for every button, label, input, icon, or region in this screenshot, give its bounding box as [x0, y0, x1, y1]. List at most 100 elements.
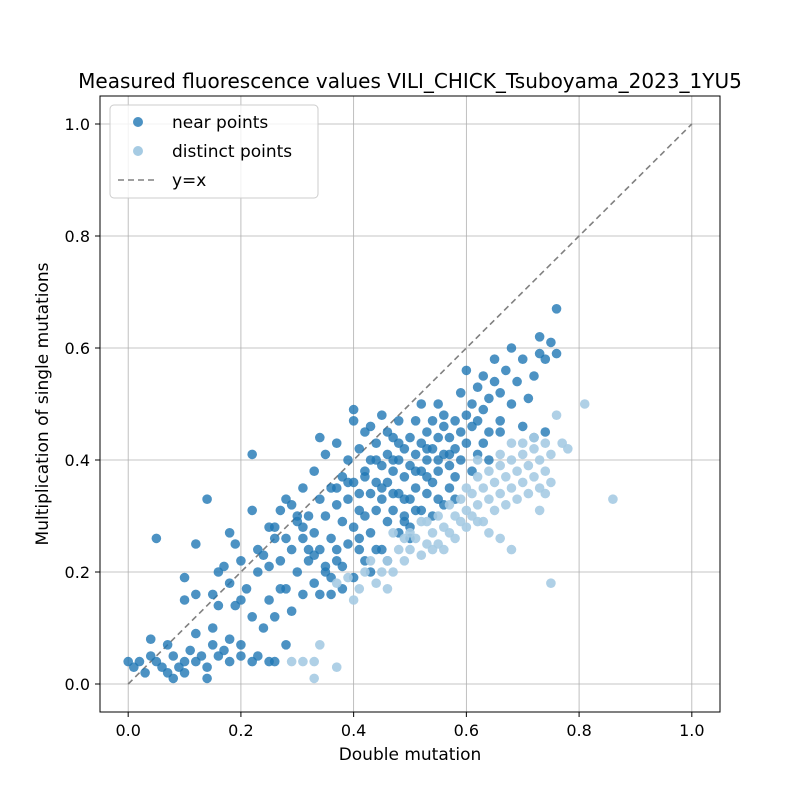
near-point: [472, 416, 483, 426]
distinct-point: [495, 449, 505, 460]
near-point: [422, 444, 432, 454]
distinct-point: [354, 584, 365, 594]
near-point: [264, 595, 274, 605]
near-point: [207, 623, 218, 633]
near-point: [388, 455, 398, 465]
near-point: [343, 477, 353, 488]
distinct-point: [371, 578, 381, 588]
distinct-point: [517, 449, 528, 460]
distinct-point: [399, 556, 410, 566]
near-point: [298, 589, 308, 600]
near-point: [275, 584, 286, 594]
distinct-point: [540, 488, 551, 499]
distinct-point: [455, 494, 466, 505]
reference-line-y-equals-x: [127, 123, 693, 685]
distinct-point: [534, 505, 545, 516]
distinct-point: [478, 483, 489, 493]
distinct-point: [579, 399, 590, 409]
near-point: [489, 354, 500, 365]
near-point: [534, 332, 545, 342]
near-point: [348, 416, 359, 426]
near-point: [140, 668, 150, 678]
near-point: [185, 645, 195, 656]
near-point: [382, 427, 393, 437]
near-point: [529, 371, 539, 381]
near-point: [365, 421, 376, 432]
near-point: [461, 410, 472, 421]
near-point: [247, 612, 257, 622]
distinct-point: [489, 477, 500, 488]
distinct-point: [382, 556, 393, 566]
legend-box: [109, 104, 319, 199]
near-point: [292, 567, 303, 577]
near-point: [506, 399, 517, 409]
near-point: [348, 522, 359, 532]
distinct-point: [517, 438, 528, 449]
distinct-point: [416, 550, 427, 560]
distinct-point: [484, 528, 494, 538]
near-point: [269, 656, 280, 667]
near-point: [393, 438, 404, 449]
near-point: [422, 472, 432, 482]
near-point: [258, 623, 269, 633]
near-point: [422, 427, 432, 437]
near-point: [219, 645, 229, 656]
x-tick-label: 1.0: [679, 721, 704, 740]
legend-label-yx: y=x: [172, 171, 206, 191]
near-point: [253, 544, 263, 555]
near-point: [213, 600, 224, 611]
near-point: [348, 404, 359, 415]
x-tick-label: 0.4: [341, 721, 366, 740]
distinct-point: [506, 438, 517, 449]
distinct-point: [388, 528, 398, 538]
near-point: [196, 651, 207, 661]
near-point: [315, 432, 325, 443]
near-point: [320, 449, 331, 460]
near-point: [416, 399, 427, 409]
near-point: [365, 528, 376, 538]
distinct-point: [309, 673, 319, 684]
distinct-point: [427, 528, 438, 538]
near-point: [354, 444, 365, 454]
x-tick-label: 0.8: [566, 721, 591, 740]
distinct-point: [298, 656, 308, 667]
near-point: [433, 432, 443, 443]
near-point: [444, 449, 455, 460]
near-point: [309, 578, 319, 588]
near-point: [224, 634, 235, 644]
near-point: [264, 561, 274, 572]
near-point: [326, 589, 336, 600]
near-point: [286, 606, 297, 616]
distinct-point: [529, 444, 539, 454]
distinct-point: [331, 578, 342, 588]
near-point: [219, 561, 229, 572]
near-point: [410, 505, 421, 516]
near-point: [495, 416, 505, 426]
near-point: [281, 640, 291, 650]
near-point: [405, 432, 415, 443]
near-point: [281, 533, 291, 544]
y-tick-label: 0.8: [65, 227, 90, 246]
near-point: [371, 544, 381, 555]
near-point: [315, 589, 325, 600]
near-point: [134, 656, 145, 667]
near-point: [540, 354, 551, 365]
near-point: [551, 304, 562, 314]
near-point: [286, 544, 297, 555]
distinct-point: [501, 472, 511, 482]
near-point: [478, 438, 489, 449]
near-point: [546, 337, 556, 348]
near-point: [269, 612, 280, 622]
distinct-point: [467, 488, 477, 499]
distinct-point: [484, 494, 494, 505]
distinct-point: [472, 500, 483, 510]
near-point: [427, 416, 438, 426]
near-point: [275, 556, 286, 566]
near-point: [202, 673, 212, 684]
distinct-point: [388, 567, 398, 577]
near-point: [377, 410, 387, 421]
near-point: [179, 656, 190, 667]
plot-area: [123, 123, 693, 685]
distinct-point: [472, 516, 483, 527]
distinct-point: [517, 477, 528, 488]
